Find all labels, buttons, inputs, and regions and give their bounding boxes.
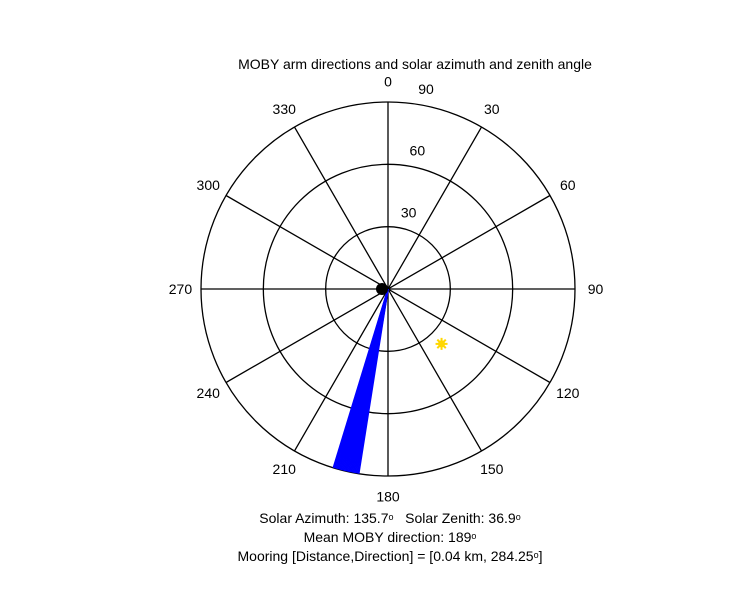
mean-direction-label: Mean MOBY direction: 189 — [303, 529, 472, 545]
degree-mark: o — [471, 531, 477, 541]
radial-tick-label: 30 — [401, 204, 417, 220]
captions: Solar Azimuth: 135.7o Solar Zenith: 36.9… — [0, 508, 750, 565]
angle-tick-label: 30 — [484, 101, 500, 117]
mooring-suffix: ] — [538, 548, 543, 564]
angle-tick-label: 210 — [273, 461, 297, 477]
angle-tick-label: 180 — [376, 489, 400, 505]
sun-marker — [435, 337, 448, 350]
sun-core — [438, 340, 446, 348]
solar-zenith-label: Solar Zenith: 36.9 — [405, 510, 516, 526]
moby-arm-line — [332, 288, 389, 469]
mooring-label: Mooring [Distance,Direction] = [0.04 km,… — [237, 548, 534, 564]
degree-mark: o — [533, 550, 539, 560]
radial-tick-label: 60 — [410, 143, 426, 159]
angle-tick-label: 150 — [480, 461, 504, 477]
radial-tick-labels: 30 60 90 — [401, 81, 434, 220]
solar-caption: Solar Azimuth: 135.7o Solar Zenith: 36.9… — [0, 508, 750, 527]
angle-tick-label: 330 — [273, 101, 297, 117]
angle-tick-label: 300 — [197, 177, 221, 193]
solar-azimuth-label: Solar Azimuth: 135.7 — [259, 510, 389, 526]
mooring-caption: Mooring [Distance,Direction] = [0.04 km,… — [0, 546, 750, 565]
angle-tick-label: 60 — [560, 177, 576, 193]
chart-title: MOBY arm directions and solar azimuth an… — [238, 56, 592, 72]
markers — [376, 283, 448, 350]
angle-tick-label: 120 — [556, 385, 580, 401]
angle-tick-label: 90 — [588, 281, 604, 297]
mean-direction-caption: Mean MOBY direction: 189o — [0, 527, 750, 546]
angle-tick-labels: 0 30 60 90 120 150 180 210 240 270 300 330 — [169, 73, 604, 504]
moby-arms — [332, 288, 389, 474]
radial-tick-label: 90 — [418, 81, 434, 97]
center-marker — [376, 283, 388, 295]
angle-tick-label: 270 — [169, 281, 193, 297]
angle-tick-label: 0 — [384, 73, 392, 89]
degree-mark: o — [515, 512, 521, 522]
angle-tick-label: 240 — [197, 385, 221, 401]
degree-mark: o — [388, 512, 394, 522]
